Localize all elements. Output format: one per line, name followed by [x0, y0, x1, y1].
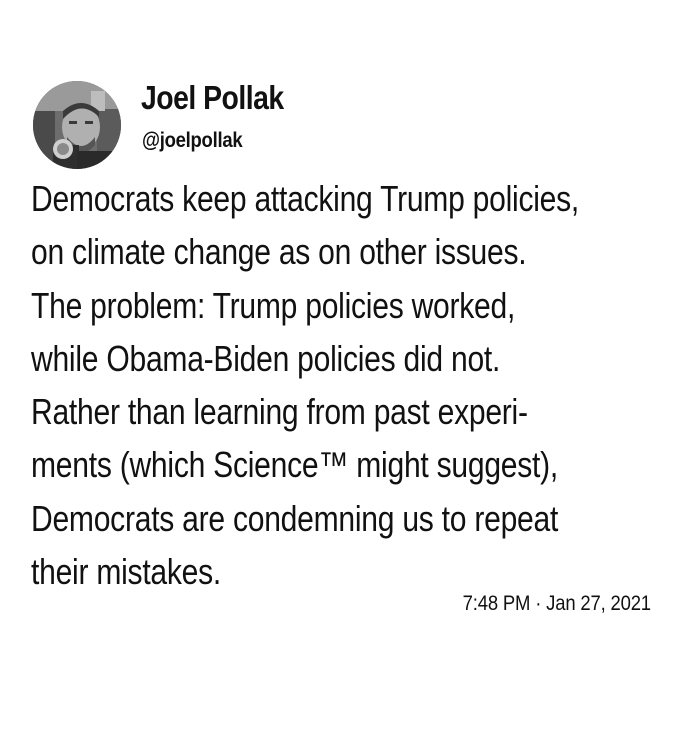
- tweet-text-line: The problem: Trump policies worked,: [31, 284, 516, 326]
- tweet-text-line: on climate change as on other issues.: [31, 231, 527, 273]
- tweet-text-line: Democrats keep attacking Trump policies,: [31, 178, 580, 219]
- author-handle[interactable]: @joelpollak: [142, 129, 243, 152]
- tweet-text-line: Democrats are condemning us to repeat: [31, 497, 559, 539]
- tweet-text-line: their mistakes.: [31, 551, 222, 593]
- tweet-text-line: while Obama-Biden policies did not.: [31, 337, 501, 379]
- tweet-text: Democrats keep attacking Trump policies,…: [31, 172, 632, 598]
- avatar[interactable]: [33, 81, 121, 169]
- tweet-text-line: Rather than learning from past experi-: [31, 391, 528, 433]
- avatar-photo-icon: [33, 81, 121, 169]
- author-display-name[interactable]: Joel Pollak: [141, 79, 284, 116]
- tweet-timestamp[interactable]: 7:48 PM · Jan 27, 2021: [462, 592, 651, 615]
- tweet-text-line: ments (which Science™ might suggest),: [31, 444, 559, 486]
